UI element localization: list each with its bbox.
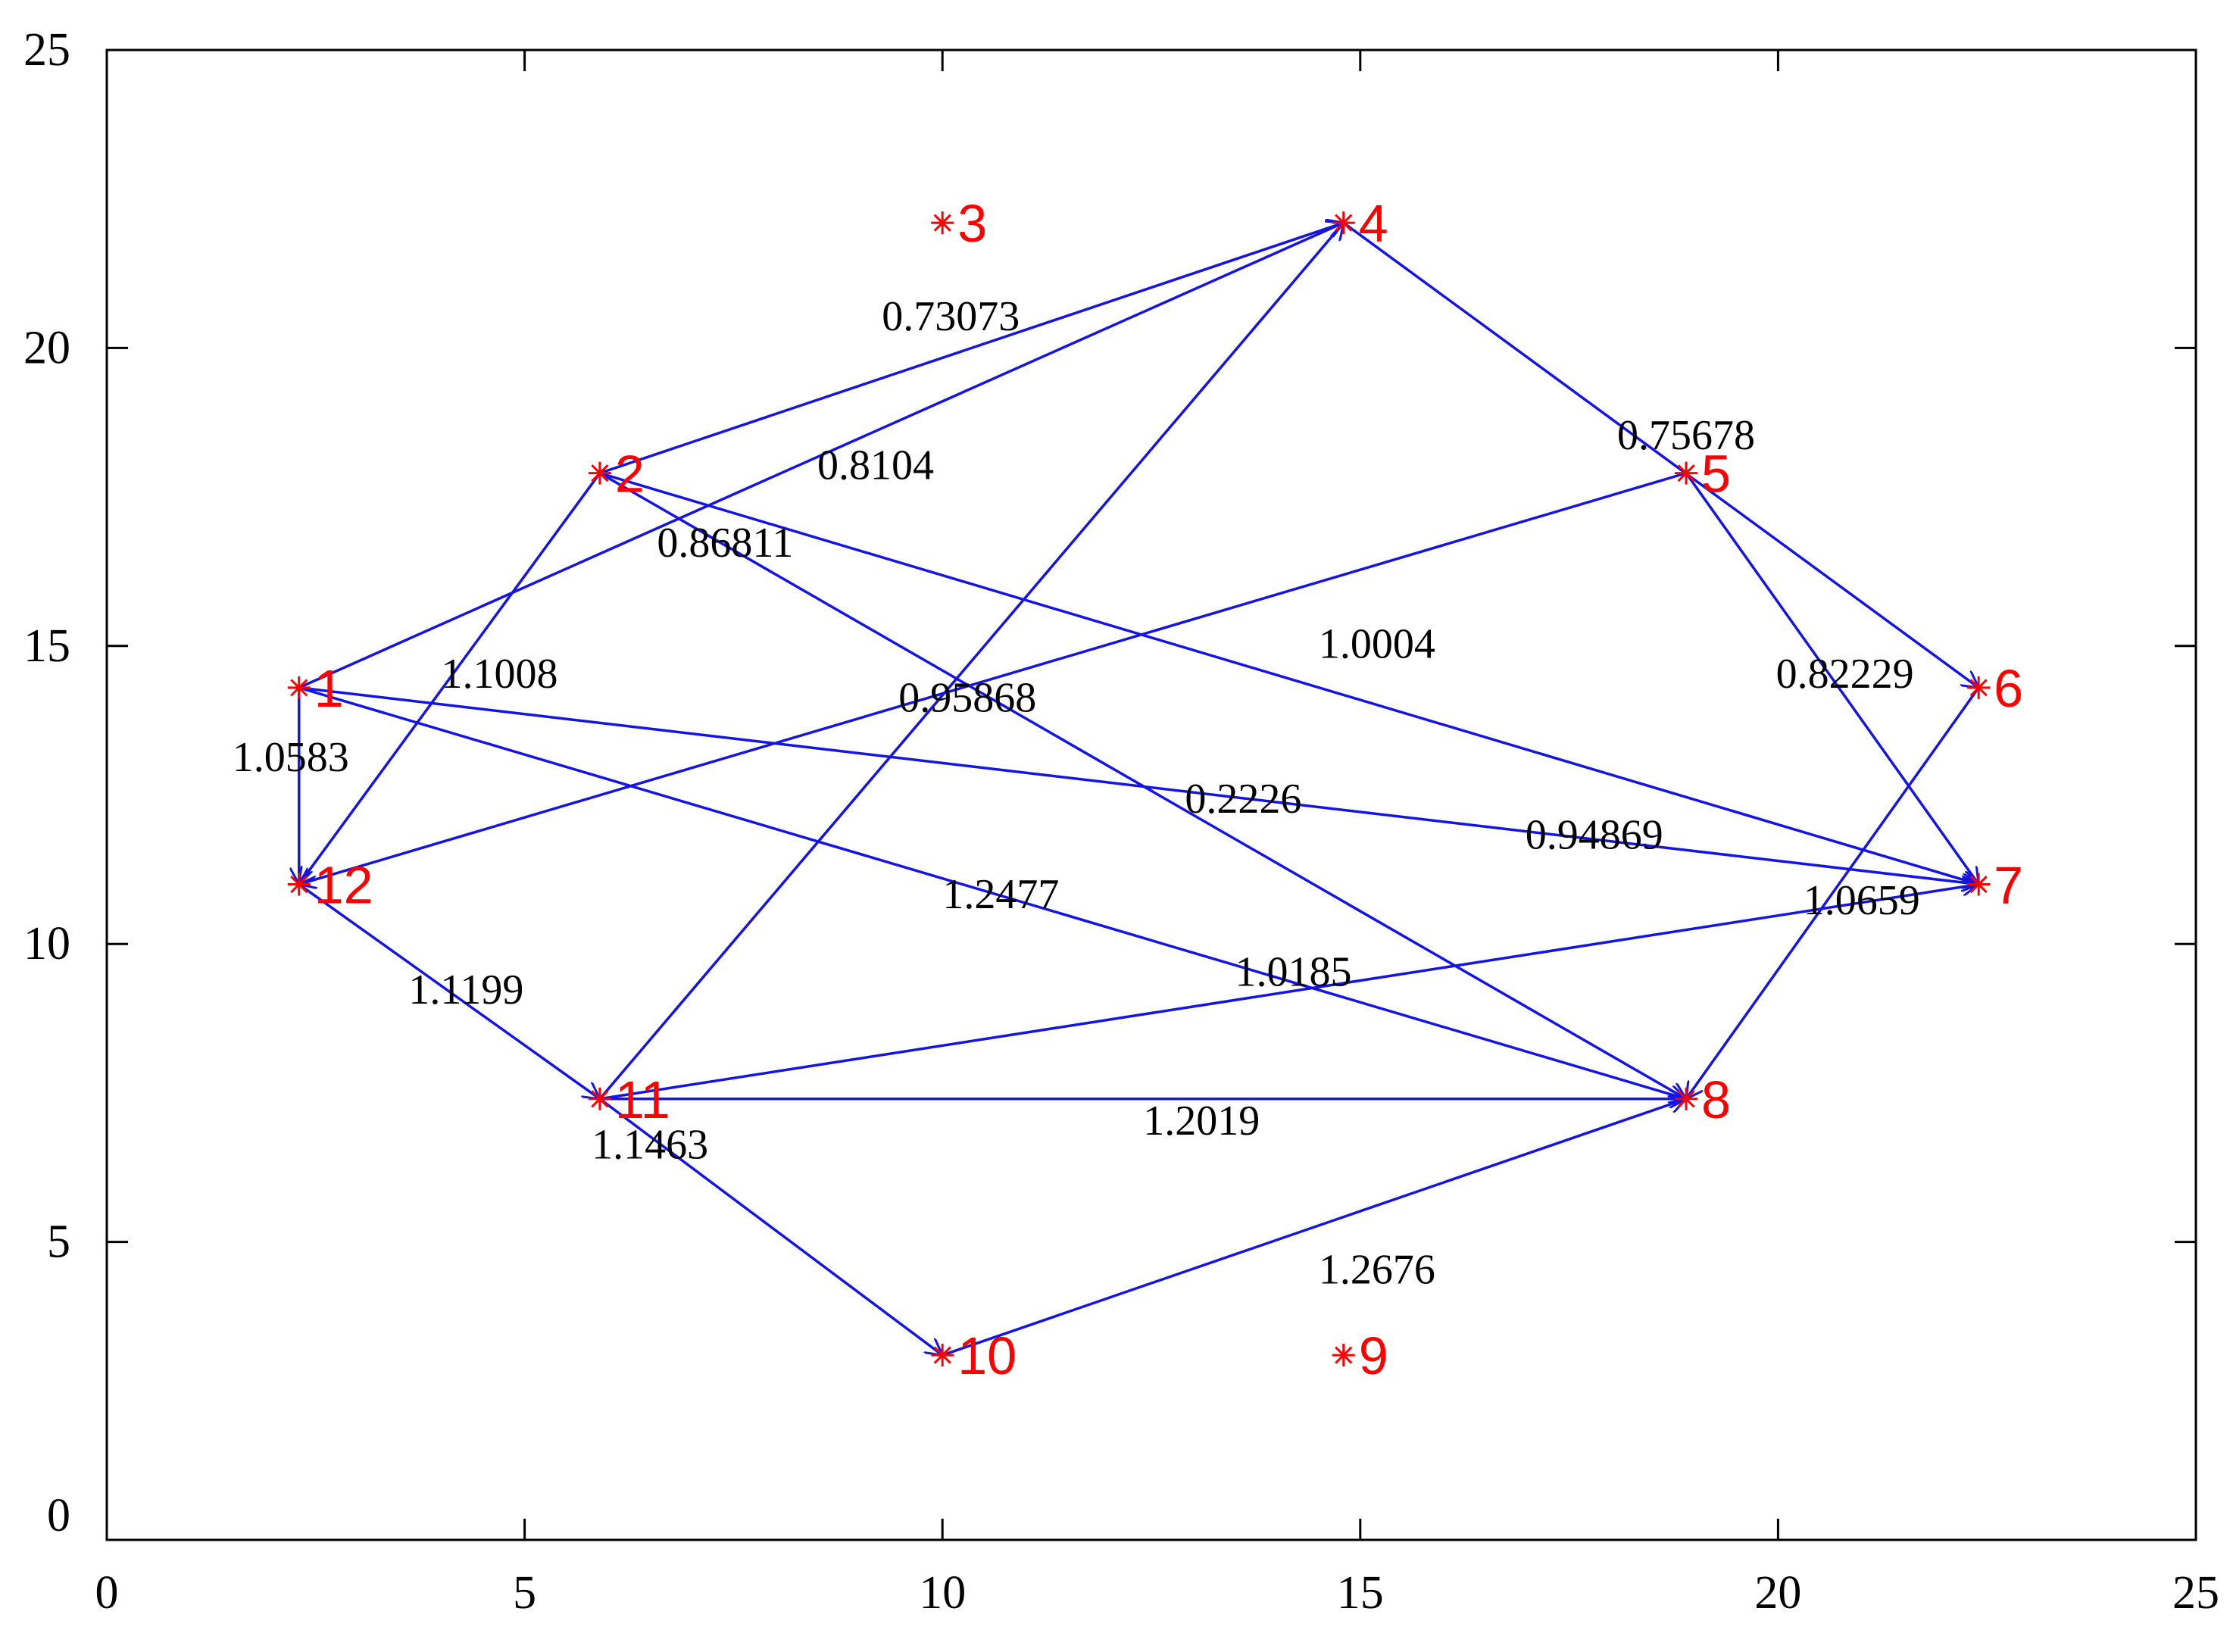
plot-frame [105, 48, 2197, 1541]
asterisk-marker-icon [588, 1087, 611, 1110]
y-tick-label: 0 [47, 1490, 70, 1541]
y-tick-label: 25 [23, 24, 70, 76]
edge-weight-label: 0.95868 [898, 674, 1036, 721]
x-tick-label: 0 [95, 1567, 119, 1619]
edge-11-to-10 [598, 1098, 942, 1355]
asterisk-marker-icon [287, 676, 311, 699]
edge-11-to-7 [599, 885, 1978, 1101]
y-tick-label: 20 [23, 322, 70, 373]
x-tick-label: 10 [919, 1567, 966, 1619]
edge-weight-label: 0.86811 [657, 520, 793, 567]
y-tick-label: 5 [47, 1216, 70, 1268]
node-2: 2 [588, 445, 645, 504]
y-tick-label: 10 [23, 918, 70, 970]
node-label: 4 [1359, 194, 1388, 253]
edge-weight-label: 1.0659 [1804, 877, 1920, 924]
edge-10-to-8 [942, 1099, 1686, 1357]
asterisk-marker-icon [1675, 1087, 1698, 1110]
node-5: 5 [1675, 445, 1731, 504]
edge-weight-label: 1.0185 [1235, 948, 1352, 995]
edge-weight-label: 1.1199 [408, 967, 523, 1013]
edge-5-to-7 [1685, 472, 1978, 885]
edge-weight-label: 1.2477 [942, 871, 1059, 918]
edge-weight-label: 0.8104 [817, 442, 934, 489]
edge-11-to-4 [598, 223, 1344, 1100]
node-6: 6 [1967, 659, 2023, 718]
edge-weight-label: 1.1463 [592, 1121, 708, 1168]
edge-labels: 0.73073 0.8104 0.75678 0.86811 1.0004 0.82229… [233, 293, 1920, 1294]
node-label: 6 [1994, 659, 2023, 718]
node-10: 10 [931, 1326, 1017, 1385]
node-label: 7 [1994, 856, 2023, 915]
edge-weight-label: 0.94869 [1526, 811, 1663, 858]
node-label: 5 [1701, 445, 1731, 504]
node-label: 2 [615, 445, 645, 504]
node-3: 3 [931, 194, 987, 253]
edge-weight-label: 0.75678 [1617, 412, 1755, 459]
asterisk-marker-icon [287, 873, 311, 896]
node-4: 4 [1332, 194, 1388, 253]
edge-2-to-4 [599, 223, 1344, 475]
x-tick-label: 20 [1754, 1567, 1801, 1619]
node-11: 11 [588, 1070, 670, 1129]
node-12: 12 [287, 856, 373, 915]
edge-4-to-6 [1342, 221, 1978, 688]
edge-2-to-12 [299, 472, 601, 885]
asterisk-marker-icon [1967, 676, 1991, 699]
edges [299, 223, 1978, 1355]
node-label: 9 [1359, 1326, 1388, 1385]
edge-1-to-7 [298, 686, 1978, 885]
asterisk-marker-icon [931, 1344, 954, 1367]
edge-weight-label: 1.2676 [1319, 1247, 1435, 1294]
node-label: 12 [314, 856, 373, 915]
edge-6-to-8 [1686, 686, 1980, 1099]
edge-weight-label: 1.2019 [1143, 1098, 1260, 1145]
edge-weight-label: 1.0583 [233, 734, 349, 781]
edge-5-to-12 [299, 471, 1687, 885]
node-label: 10 [957, 1326, 1017, 1385]
node-1: 1 [287, 659, 344, 718]
asterisk-marker-icon [1675, 461, 1698, 485]
edge-weight-label: 0.73073 [882, 293, 1020, 340]
edge-weight-label: 1.1008 [442, 651, 558, 698]
edge-weight-label: 0.2226 [1185, 776, 1301, 823]
node-label: 1 [314, 659, 344, 718]
node-8: 8 [1675, 1070, 1731, 1129]
node-label: 11 [615, 1070, 670, 1129]
asterisk-marker-icon [1967, 873, 1991, 896]
asterisk-marker-icon [588, 461, 611, 485]
asterisk-marker-icon [1332, 1344, 1355, 1367]
node-7: 7 [1967, 856, 2023, 915]
edge-weight-label: 0.82229 [1776, 651, 1914, 698]
x-tick-label: 25 [2172, 1567, 2219, 1619]
y-tick-label: 15 [23, 620, 70, 672]
node-9: 9 [1332, 1326, 1388, 1385]
asterisk-marker-icon [931, 211, 954, 235]
edge-1-to-4 [298, 223, 1344, 689]
node-label: 8 [1701, 1070, 1731, 1129]
edge-weight-label: 1.0004 [1319, 621, 1435, 668]
edge-1-to-8 [298, 686, 1686, 1099]
edge-12-to-11 [298, 883, 600, 1099]
x-tick-label: 5 [513, 1567, 536, 1619]
node-label: 3 [957, 194, 987, 253]
asterisk-marker-icon [1332, 211, 1355, 235]
edge-2-to-7 [599, 471, 1978, 885]
x-tick-label: 15 [1337, 1567, 1384, 1619]
